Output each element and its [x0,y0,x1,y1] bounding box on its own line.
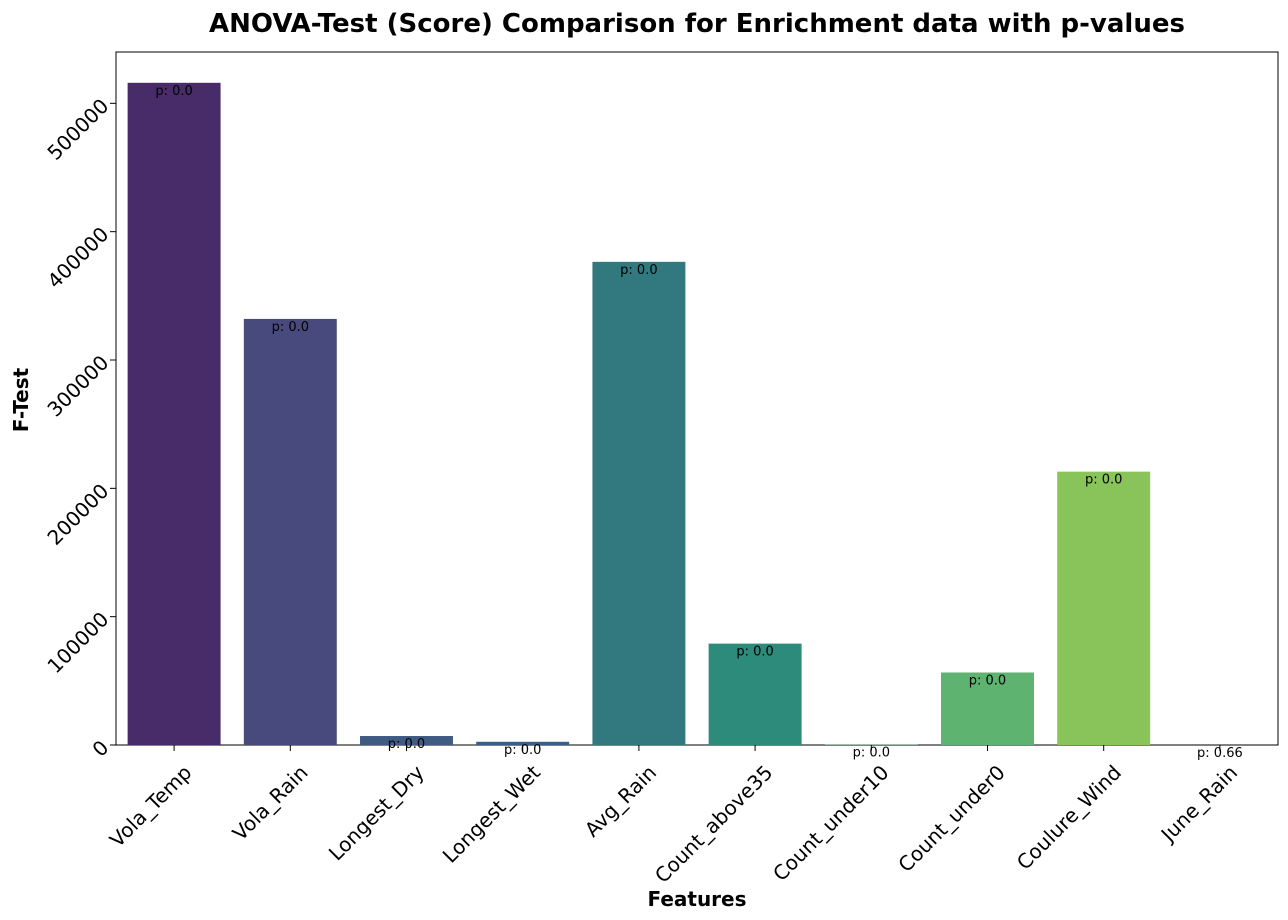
y-tick-label: 0 [87,735,113,761]
p-value-label: p: 0.0 [155,84,192,99]
y-axis-ticks: 0 100000 200000 300000 400000 500000 [42,94,116,761]
x-tick-label: Vola_Rain [228,760,313,845]
bar-longest-wet [476,741,570,745]
bar-longest-dry [360,736,453,745]
p-value-label: p: 0.0 [504,743,541,758]
x-tick-label: Vola_Temp [105,760,197,852]
y-tick-label: 200000 [42,479,113,550]
x-tick-label: Longest_Wet [438,760,545,867]
y-tick-label: 500000 [42,94,113,165]
bar-coulure-wind [1057,471,1151,745]
x-tick-label: June_Rain [1155,760,1242,847]
y-tick-label: 100000 [42,607,113,678]
y-tick-label: 300000 [42,350,113,421]
x-axis-title: Features [647,887,746,911]
plot-area [115,51,1279,746]
x-tick-label: Longest_Dry [324,760,429,865]
p-value-label: p: 0.0 [388,737,425,752]
p-value-label: p: 0.0 [969,673,1006,688]
y-axis-title: F-Test [9,367,33,432]
bar-count-under0 [941,672,1034,745]
p-value-label: p: 0.66 [1197,746,1243,761]
chart-title: ANOVA-Test (Score) Comparison for Enrich… [209,9,1185,39]
p-value-labels: p: 0.0 p: 0.0 p: 0.0 p: 0.0 p: 0.0 p: 0.0 p: 0… [155,84,1242,761]
p-value-label: p: 0.0 [736,645,773,660]
bar-avg-rain [592,261,686,745]
x-tick-label: Count_under10 [768,760,893,885]
bars-group [127,82,1267,746]
x-tick-label: Avg_Rain [580,760,661,841]
p-value-label: p: 0.0 [1085,473,1122,488]
x-tick-label: Count_above35 [650,760,777,887]
x-axis-ticks: Vola_Temp Vola_Rain Longest_Dry Longest_Wet… [105,745,1242,888]
bar-vola-temp [127,82,221,746]
p-value-label: p: 0.0 [853,746,890,761]
p-value-label: p: 0.0 [272,320,309,335]
y-tick-label: 400000 [42,222,113,293]
bar-vola-rain [243,318,337,745]
p-value-label: p: 0.0 [620,263,657,278]
x-tick-label: Count_under0 [893,760,1009,876]
bar-count-above35 [708,643,802,745]
x-tick-label: Coulure_Wind [1012,760,1126,874]
